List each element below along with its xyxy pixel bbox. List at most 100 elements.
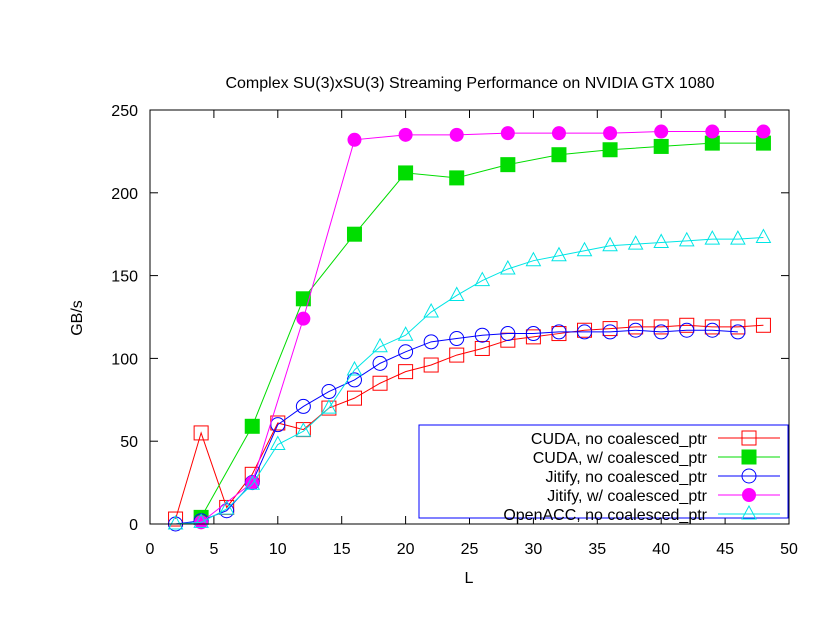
series-4	[167, 228, 772, 530]
data-point	[755, 228, 772, 244]
data-point	[398, 344, 414, 360]
data-point	[346, 390, 362, 406]
data-point	[423, 334, 439, 350]
data-point	[168, 511, 184, 527]
y-tick-label: 150	[111, 269, 138, 286]
data-point	[627, 235, 644, 250]
data-point	[705, 124, 720, 139]
data-point	[295, 398, 311, 414]
data-point	[525, 251, 542, 267]
data-point	[602, 321, 618, 337]
data-point	[755, 317, 771, 333]
data-point	[449, 347, 465, 363]
data-point	[449, 331, 465, 347]
y-tick-label: 0	[129, 517, 138, 534]
data-point	[577, 324, 593, 340]
data-point	[295, 422, 312, 437]
legend-label: CUDA, no coalesced_ptr	[531, 431, 708, 448]
data-point	[500, 157, 516, 173]
y-tick-label: 200	[111, 186, 138, 203]
data-point	[372, 375, 388, 391]
data-point	[474, 271, 491, 287]
legend-marker	[741, 449, 757, 465]
data-point	[730, 324, 746, 340]
data-point	[448, 286, 465, 301]
series-1	[193, 135, 771, 525]
x-tick-label: 15	[333, 541, 351, 558]
data-point	[551, 246, 567, 262]
x-tick-label: 30	[525, 541, 543, 558]
legend-box	[418, 424, 789, 519]
data-point	[576, 241, 593, 257]
legend-marker	[742, 488, 756, 502]
data-point	[449, 127, 464, 142]
x-tick-label: 20	[397, 541, 415, 558]
x-tick-label: 40	[652, 541, 670, 558]
legend-label: OpenACC, no coalesced_ptr	[503, 507, 707, 524]
data-point	[346, 226, 362, 242]
data-point	[398, 127, 413, 142]
data-point	[653, 324, 669, 340]
data-point	[704, 230, 721, 245]
legend: CUDA, no coalesced_ptr CUDA, w/ coalesced…	[418, 424, 789, 524]
data-point	[603, 126, 618, 141]
data-point	[244, 475, 261, 490]
data-point	[193, 513, 209, 528]
legend-label: Jitify, no coalesced_ptr	[545, 469, 707, 486]
series-3	[194, 124, 771, 530]
data-point	[500, 259, 516, 275]
data-point	[551, 126, 566, 141]
data-point	[500, 326, 516, 342]
data-point	[244, 418, 260, 434]
data-point	[193, 425, 209, 441]
chart-title: Complex SU(3)xSU(3) Streaming Performanc…	[225, 75, 714, 92]
data-point	[602, 324, 618, 340]
x-axis-title: L	[465, 570, 474, 587]
series-line	[175, 329, 738, 525]
data-point	[347, 132, 362, 147]
data-point	[372, 337, 388, 353]
x-tick-label: 50	[780, 541, 798, 558]
data-point	[372, 355, 388, 371]
legend-label: CUDA, w/ coalesced_ptr	[533, 450, 708, 467]
data-point	[551, 147, 567, 163]
data-point	[704, 322, 720, 338]
data-point	[423, 302, 439, 318]
axis-ticks: 0 5 10 15 20 25 30 35 40 45 50 0 50 100 150 200 250	[111, 103, 798, 558]
y-tick-label: 50	[120, 434, 138, 451]
data-point	[423, 357, 439, 373]
data-point	[525, 326, 541, 342]
data-point	[218, 500, 235, 515]
data-point	[219, 503, 235, 519]
legend-marker	[741, 430, 757, 446]
data-point	[679, 322, 695, 338]
data-point	[628, 319, 644, 335]
data-point	[295, 291, 311, 307]
data-point	[500, 126, 515, 141]
data-point	[474, 327, 490, 343]
data-point	[653, 319, 669, 335]
data-point	[474, 340, 490, 356]
data-point	[653, 233, 670, 248]
data-point	[678, 231, 695, 247]
data-point	[653, 138, 669, 154]
legend-marker	[741, 504, 757, 520]
data-point	[602, 236, 618, 252]
y-tick-label: 100	[111, 351, 138, 368]
data-point	[654, 124, 669, 139]
data-point	[398, 165, 414, 181]
data-point	[269, 435, 286, 451]
data-point	[296, 311, 311, 326]
data-point	[756, 124, 771, 139]
data-point	[346, 360, 363, 376]
series-2	[168, 322, 746, 532]
data-point	[551, 324, 567, 340]
x-tick-label: 10	[269, 541, 287, 558]
y-tick-label: 250	[111, 103, 138, 120]
legend-label: Jitify, w/ coalesced_ptr	[547, 488, 707, 505]
x-tick-label: 45	[716, 541, 734, 558]
data-point	[321, 399, 337, 414]
x-tick-label: 25	[461, 541, 479, 558]
y-axis-title: GB/s	[69, 300, 86, 336]
